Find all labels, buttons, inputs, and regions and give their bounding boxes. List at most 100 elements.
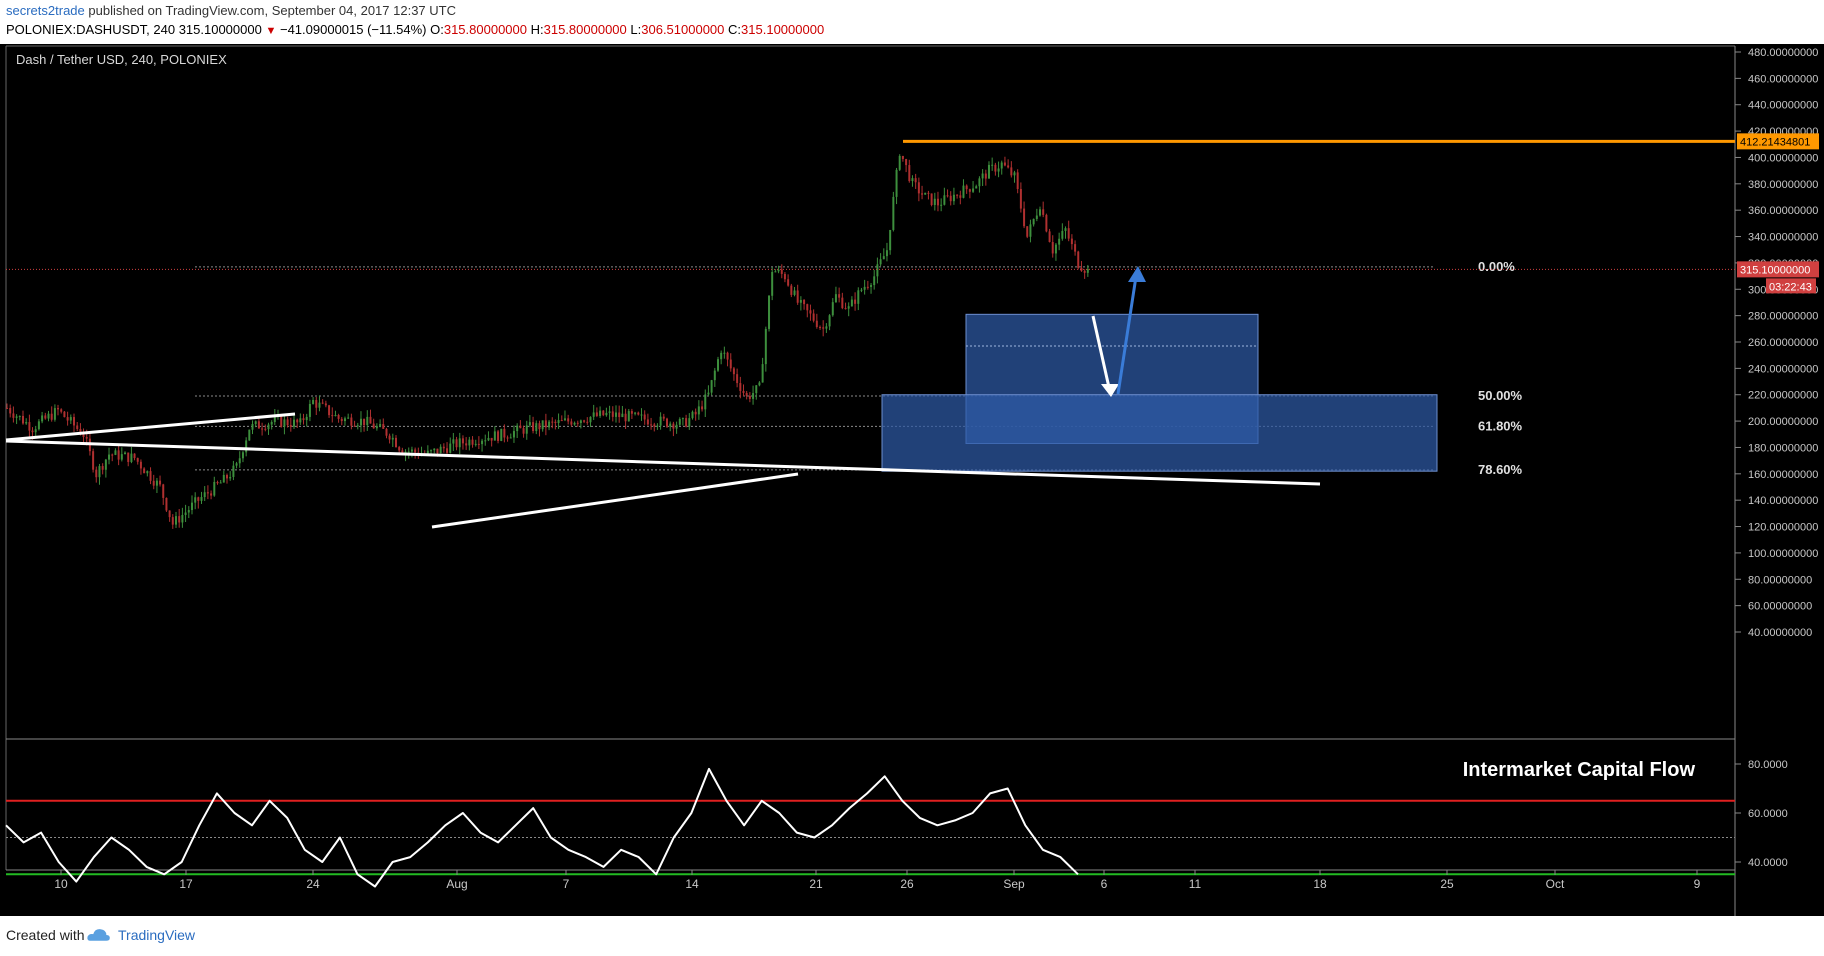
candle-body (98, 466, 101, 478)
tradingview-link[interactable]: TradingView (118, 927, 196, 943)
wedge-resistance-line[interactable] (5, 439, 1321, 486)
candle-body (436, 448, 439, 454)
candle-body (972, 188, 975, 192)
candle-body (468, 439, 471, 446)
price-tick-label: 360.00000000 (1748, 205, 1818, 217)
candle-body (1042, 209, 1045, 215)
down-arrow-line (1091, 315, 1112, 393)
candle-body (691, 411, 694, 419)
candle-body (736, 374, 739, 384)
candle-body (162, 484, 165, 498)
candle-body (1019, 188, 1022, 209)
candle-body (152, 480, 155, 486)
candle-body (69, 417, 72, 421)
candle-body (994, 164, 997, 172)
candle-body (200, 497, 203, 501)
candle-body (85, 436, 88, 439)
candle-body (643, 414, 646, 420)
candle-body (729, 359, 732, 369)
candle-body (541, 420, 544, 430)
candle-body (669, 423, 672, 427)
candle-body (646, 419, 649, 425)
time-axis[interactable]: 10 17 24 Aug 7 14 21 26 Sep 6 11 18 25 Oct 9 (54, 870, 1701, 891)
candle-body (554, 421, 557, 423)
candle-body (471, 439, 474, 445)
trendlines[interactable] (5, 412, 1321, 529)
candle-body (187, 510, 190, 513)
candle-body (343, 418, 346, 422)
candle-body (589, 416, 592, 423)
candle-body (245, 440, 248, 453)
candle-body (1051, 241, 1054, 254)
chart-canvas[interactable]: Dash / Tether USD, 240, POLONIEX 40.0000… (0, 44, 1824, 916)
candle-body (366, 416, 369, 426)
candle-body (178, 516, 181, 523)
candle-body (1010, 167, 1013, 176)
low-label: L: (630, 22, 642, 37)
time-tick-label: 24 (306, 877, 320, 891)
close-value: 315.10000000 (741, 22, 825, 37)
time-tick-label: 21 (809, 877, 823, 891)
candle-body (331, 415, 334, 417)
candle-body (1048, 231, 1051, 242)
fib-level-label: 61.80% (1478, 418, 1523, 433)
author-link[interactable]: secrets2trade (6, 3, 85, 18)
candle-body (1000, 162, 1003, 169)
candle-body (388, 435, 391, 440)
chart-area[interactable]: Dash / Tether USD, 240, POLONIEX 40.0000… (0, 44, 1824, 916)
candle-body (159, 480, 162, 485)
candle-body (764, 328, 767, 365)
header: secrets2trade published on TradingView.c… (0, 0, 1824, 44)
wedge-support-line[interactable] (431, 472, 799, 529)
candle-body (634, 412, 637, 414)
candle-body (57, 408, 60, 410)
tradingview-cloud-icon (87, 929, 110, 941)
candle-body (621, 413, 624, 418)
candle-body (850, 299, 853, 307)
candle-body (984, 173, 987, 179)
candle-body (407, 451, 410, 453)
demand-zone-box[interactable] (881, 394, 1438, 472)
price-tick-label: 400.00000000 (1748, 152, 1818, 164)
candle-body (959, 195, 962, 198)
candle-body (120, 454, 123, 460)
candle-body (267, 424, 270, 430)
candle-body (870, 285, 873, 287)
demand-zones[interactable] (881, 313, 1438, 472)
candle-body (248, 429, 251, 441)
candle-body (124, 452, 127, 455)
candle-body (978, 178, 981, 187)
price-tick-label: 280.00000000 (1748, 311, 1818, 323)
candle-body (133, 453, 136, 459)
candle-body (599, 410, 602, 416)
candle-body (914, 178, 917, 183)
candle-body (860, 289, 863, 291)
candle-body (866, 286, 869, 288)
down-arrow-icon (1101, 384, 1119, 397)
candle-body (653, 424, 656, 427)
candle-body (60, 409, 63, 412)
candle-body (921, 193, 924, 195)
candle-body (745, 392, 748, 396)
candle-body (226, 474, 228, 479)
upper-channel-line[interactable] (5, 412, 296, 442)
candle-body (190, 502, 193, 511)
candle-body (66, 417, 69, 421)
candle-body (353, 425, 356, 427)
candle-body (659, 416, 662, 426)
candle-body (512, 431, 515, 438)
candle-body (1035, 215, 1038, 219)
candle-body (771, 271, 774, 296)
candle-body (50, 413, 53, 420)
candle-body (991, 164, 994, 166)
oscillator-panel[interactable]: 40.0000 60.0000 80.0000 (5, 759, 1788, 888)
candle-body (477, 443, 480, 445)
created-with-text: Created with (6, 927, 85, 943)
candle-body (544, 420, 547, 428)
candle-body (605, 412, 608, 416)
price-tick-label: 240.00000000 (1748, 363, 1818, 375)
candle-body (602, 410, 605, 416)
resistance-price-tag (1737, 133, 1819, 150)
candle-body (962, 185, 965, 198)
candle-body (841, 297, 844, 309)
